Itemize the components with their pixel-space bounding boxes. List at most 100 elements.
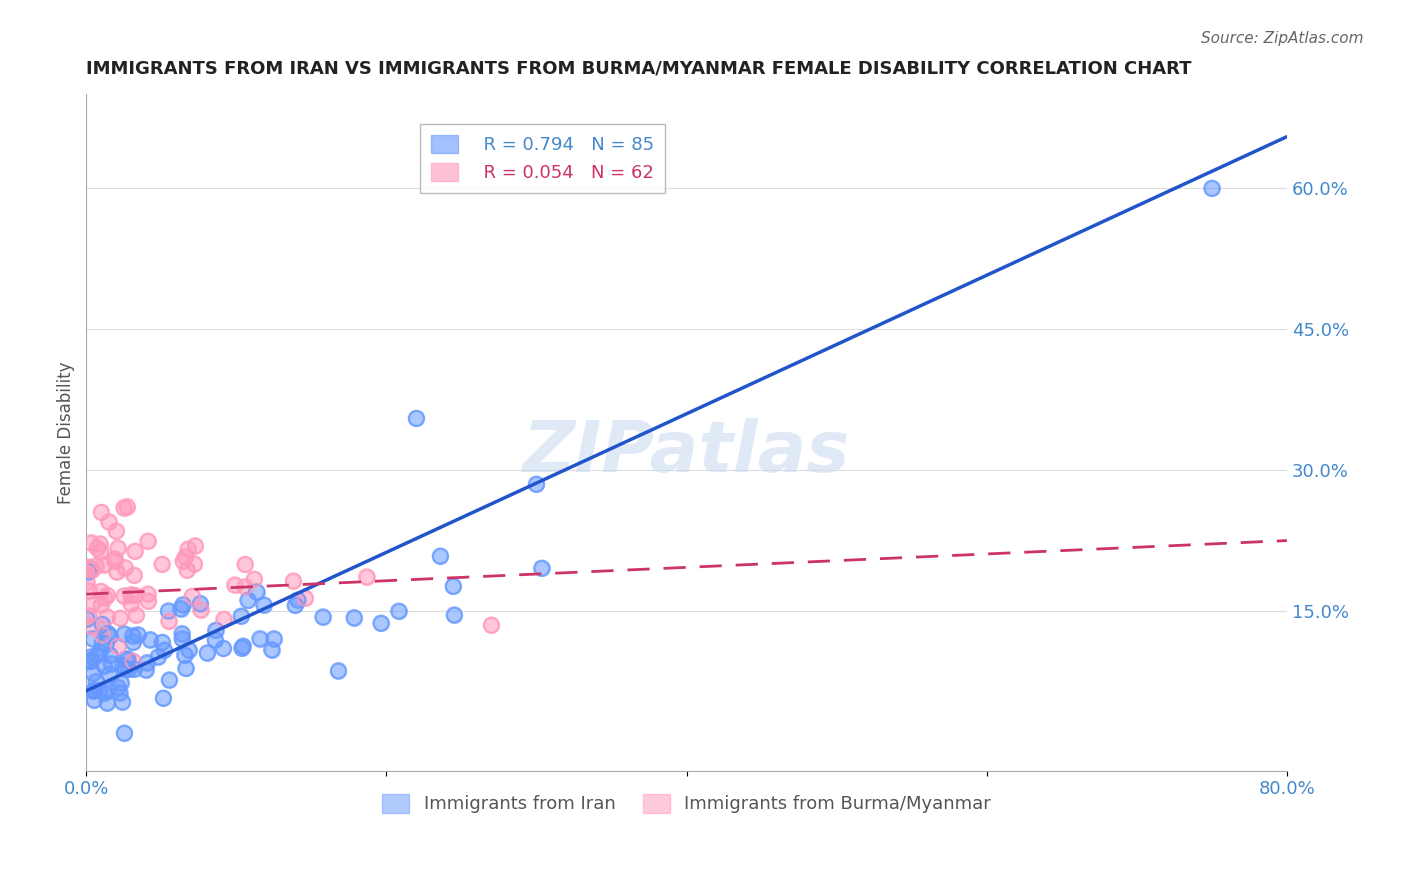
- Text: IMMIGRANTS FROM IRAN VS IMMIGRANTS FROM BURMA/MYANMAR FEMALE DISABILITY CORRELAT: IMMIGRANTS FROM IRAN VS IMMIGRANTS FROM …: [86, 60, 1192, 78]
- Immigrants from Iran: [170, 626, 193, 640]
- Immigrants from Burma/Myanmar: [105, 524, 128, 538]
- Point: [236, 593, 259, 607]
- Point: [146, 649, 169, 664]
- Immigrants from Burma/Myanmar: [90, 584, 112, 599]
- Immigrants from Burma/Myanmar: [86, 541, 108, 556]
- Point: [77, 565, 100, 579]
- Immigrants from Burma/Myanmar: [177, 542, 200, 557]
- Immigrants from Burma/Myanmar: [93, 591, 115, 605]
- Point: [204, 624, 226, 638]
- Point: [135, 663, 157, 677]
- Point: [212, 641, 235, 656]
- Immigrants from Iran: [195, 646, 218, 660]
- Point: [405, 411, 427, 425]
- Immigrants from Iran: [117, 652, 139, 666]
- Point: [263, 632, 285, 646]
- Immigrants from Iran: [245, 585, 267, 599]
- Point: [249, 632, 271, 646]
- Point: [356, 570, 378, 584]
- Immigrants from Iran: [287, 593, 309, 607]
- Immigrants from Iran: [107, 680, 129, 694]
- Immigrants from Burma/Myanmar: [82, 562, 104, 576]
- Point: [172, 554, 194, 568]
- Immigrants from Burma/Myanmar: [80, 562, 103, 576]
- Immigrants from Burma/Myanmar: [96, 609, 118, 624]
- Point: [150, 558, 173, 572]
- Point: [112, 500, 135, 515]
- Point: [76, 612, 98, 626]
- Point: [283, 574, 305, 588]
- Immigrants from Burma/Myanmar: [115, 500, 138, 514]
- Point: [93, 658, 115, 673]
- Immigrants from Iran: [263, 632, 285, 646]
- Point: [98, 629, 121, 643]
- Point: [212, 612, 235, 626]
- Text: Source: ZipAtlas.com: Source: ZipAtlas.com: [1201, 31, 1364, 46]
- Immigrants from Iran: [114, 726, 136, 740]
- Immigrants from Burma/Myanmar: [481, 618, 503, 632]
- Point: [96, 696, 118, 710]
- Immigrants from Burma/Myanmar: [176, 563, 198, 577]
- Immigrants from Iran: [152, 691, 174, 706]
- Immigrants from Iran: [108, 686, 131, 700]
- Point: [112, 589, 135, 603]
- Immigrants from Iran: [97, 626, 120, 640]
- Point: [139, 632, 162, 647]
- Point: [82, 666, 104, 681]
- Point: [245, 585, 267, 599]
- Immigrants from Burma/Myanmar: [89, 537, 111, 551]
- Point: [174, 661, 197, 675]
- Immigrants from Iran: [328, 664, 350, 678]
- Point: [117, 662, 139, 676]
- Immigrants from Burma/Myanmar: [224, 578, 246, 592]
- Point: [111, 658, 134, 673]
- Immigrants from Iran: [231, 609, 253, 624]
- Immigrants from Iran: [117, 662, 139, 676]
- Immigrants from Iran: [122, 635, 145, 649]
- Point: [253, 598, 276, 612]
- Immigrants from Iran: [204, 624, 226, 638]
- Point: [112, 627, 135, 641]
- Point: [122, 635, 145, 649]
- Point: [83, 683, 105, 698]
- Point: [530, 561, 553, 575]
- Immigrants from Iran: [370, 616, 392, 631]
- Point: [120, 588, 142, 602]
- Point: [157, 615, 180, 629]
- Immigrants from Iran: [172, 598, 194, 612]
- Immigrants from Iran: [249, 632, 271, 646]
- Point: [114, 726, 136, 740]
- Immigrants from Burma/Myanmar: [243, 572, 266, 586]
- Immigrants from Burma/Myanmar: [183, 557, 205, 571]
- Point: [114, 560, 136, 574]
- Point: [127, 628, 149, 642]
- Point: [89, 645, 111, 659]
- Point: [136, 587, 159, 601]
- Point: [231, 609, 253, 624]
- Point: [90, 584, 112, 599]
- Immigrants from Iran: [312, 610, 335, 624]
- Point: [82, 562, 104, 576]
- Point: [83, 693, 105, 707]
- Point: [82, 684, 104, 698]
- Point: [82, 632, 104, 646]
- Immigrants from Burma/Myanmar: [124, 544, 146, 558]
- Point: [110, 675, 132, 690]
- Point: [172, 598, 194, 612]
- Immigrants from Burma/Myanmar: [80, 535, 103, 549]
- Point: [117, 652, 139, 666]
- Immigrants from Iran: [98, 667, 121, 681]
- Point: [89, 683, 111, 698]
- Immigrants from Burma/Myanmar: [90, 598, 112, 612]
- Immigrants from Burma/Myanmar: [283, 574, 305, 588]
- Point: [260, 642, 283, 657]
- Point: [90, 598, 112, 612]
- Immigrants from Burma/Myanmar: [84, 558, 107, 573]
- Point: [84, 558, 107, 573]
- Immigrants from Iran: [93, 686, 115, 700]
- Point: [224, 578, 246, 592]
- Immigrants from Iran: [429, 549, 451, 563]
- Point: [370, 616, 392, 631]
- Point: [157, 673, 180, 687]
- Point: [1201, 181, 1223, 195]
